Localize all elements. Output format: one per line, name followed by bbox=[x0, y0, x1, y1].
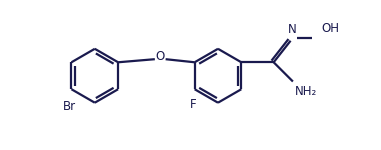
Text: OH: OH bbox=[322, 22, 339, 34]
Text: NH₂: NH₂ bbox=[295, 85, 317, 98]
Text: N: N bbox=[288, 23, 296, 36]
Text: O: O bbox=[155, 50, 165, 63]
Text: Br: Br bbox=[63, 100, 77, 113]
Text: F: F bbox=[190, 98, 197, 111]
